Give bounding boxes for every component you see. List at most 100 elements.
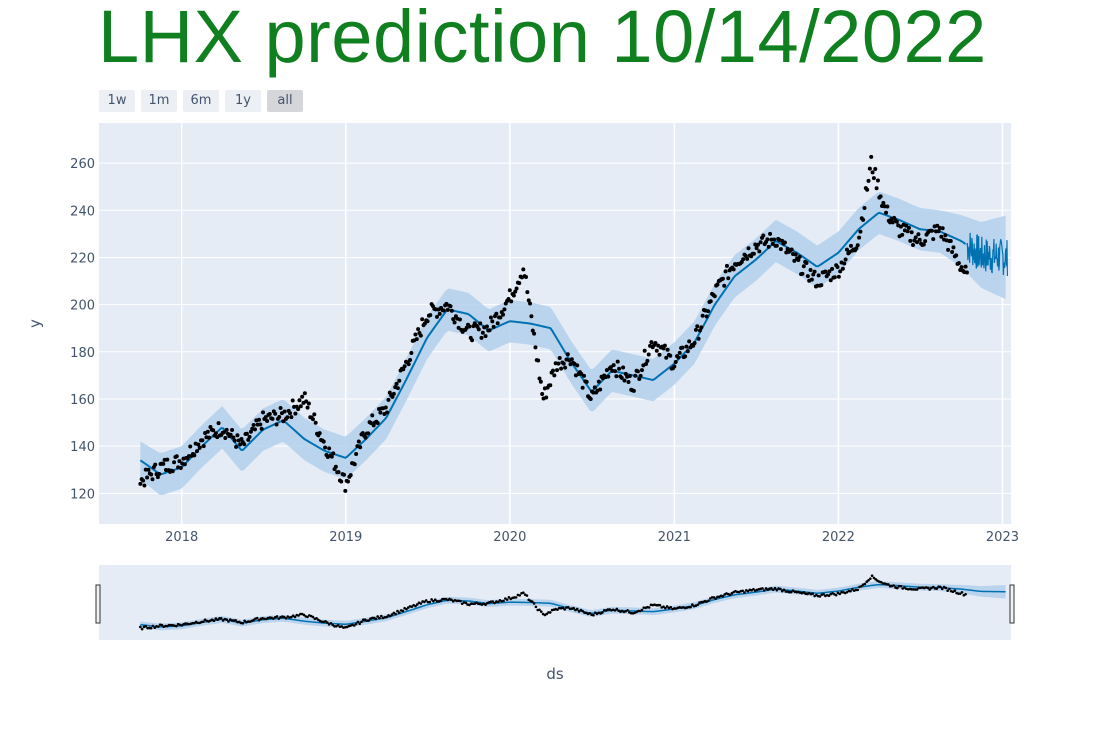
slider-point (811, 592, 815, 595)
data-point (339, 479, 344, 484)
range-button-1y[interactable]: 1y (225, 90, 261, 112)
data-point (511, 293, 516, 298)
data-point (646, 352, 651, 357)
slider-point (522, 591, 525, 594)
slider-point (707, 599, 710, 603)
data-point (866, 178, 871, 183)
data-point (712, 294, 717, 299)
data-point (812, 269, 817, 274)
slider-point (818, 595, 822, 598)
slider-point (484, 603, 487, 606)
slider-point (728, 593, 732, 597)
slider-point (721, 595, 725, 598)
data-point (491, 324, 496, 329)
range-slider-right-handle[interactable] (1009, 584, 1015, 624)
slider-point (252, 618, 255, 622)
data-point (538, 379, 543, 384)
slider-point (687, 605, 691, 609)
data-point (333, 464, 338, 469)
range-button-1w[interactable]: 1w (99, 90, 135, 112)
slider-point (378, 616, 381, 620)
slider-point (899, 584, 903, 588)
slider-point (863, 582, 867, 586)
data-point (498, 315, 503, 320)
data-point (155, 475, 160, 480)
data-point (145, 475, 150, 480)
data-point (761, 233, 766, 238)
slider-point (432, 599, 435, 603)
slider-point (940, 587, 944, 591)
data-point (796, 258, 801, 263)
data-point (278, 406, 283, 411)
data-point (808, 268, 813, 273)
data-point (881, 200, 886, 205)
data-point (615, 359, 620, 364)
slider-point (405, 607, 408, 611)
data-point (329, 454, 334, 459)
slider-point (743, 591, 746, 594)
data-point (873, 166, 878, 171)
data-point (182, 462, 187, 467)
data-point (724, 263, 729, 268)
data-point (633, 373, 638, 378)
slider-point (491, 600, 495, 603)
data-point (946, 247, 951, 252)
data-point (537, 376, 542, 381)
data-point (401, 367, 406, 372)
slider-point (442, 597, 446, 601)
data-point (885, 204, 890, 209)
data-point (696, 336, 701, 341)
slider-point (272, 617, 275, 620)
data-point (695, 324, 700, 329)
range-button-1m[interactable]: 1m (141, 90, 177, 112)
data-point (731, 267, 736, 272)
data-point (720, 276, 725, 281)
slider-point (525, 594, 529, 597)
data-point (310, 417, 315, 422)
data-point (395, 386, 400, 391)
slider-point (423, 600, 426, 604)
data-point (844, 247, 849, 252)
slider-point (575, 607, 579, 611)
data-point (665, 347, 670, 352)
data-point (755, 242, 760, 247)
slider-point (534, 605, 538, 609)
data-point (874, 186, 879, 191)
data-point (441, 308, 446, 313)
data-point (216, 421, 221, 426)
data-point (378, 410, 383, 415)
slider-point (958, 592, 962, 595)
slider-point (615, 607, 619, 611)
data-point (281, 419, 286, 424)
data-point (843, 257, 848, 262)
data-point (905, 229, 910, 234)
data-point (363, 435, 368, 440)
data-point (406, 362, 411, 367)
slider-point (356, 620, 360, 624)
slider-point (741, 589, 744, 593)
slider-point (714, 597, 717, 600)
data-point (366, 431, 371, 436)
range-button-6m[interactable]: 6m (183, 90, 219, 112)
data-point (793, 252, 798, 257)
data-point (165, 457, 170, 462)
slider-point (234, 618, 237, 622)
data-point (614, 374, 619, 379)
range-button-all[interactable]: all (267, 90, 303, 112)
data-point (244, 431, 249, 436)
data-point (425, 319, 430, 324)
data-point (621, 365, 626, 370)
slider-point (581, 609, 584, 613)
data-point (836, 274, 841, 279)
slider-point (953, 589, 957, 592)
slider-point (960, 591, 964, 594)
data-point (657, 352, 662, 357)
y-tick-label: 180 (70, 346, 95, 361)
range-slider-left-handle[interactable] (95, 584, 101, 624)
data-point (662, 343, 667, 348)
data-point (532, 331, 537, 336)
data-point (617, 366, 622, 371)
data-point (819, 283, 824, 288)
data-point (483, 334, 488, 339)
data-point (484, 324, 489, 329)
